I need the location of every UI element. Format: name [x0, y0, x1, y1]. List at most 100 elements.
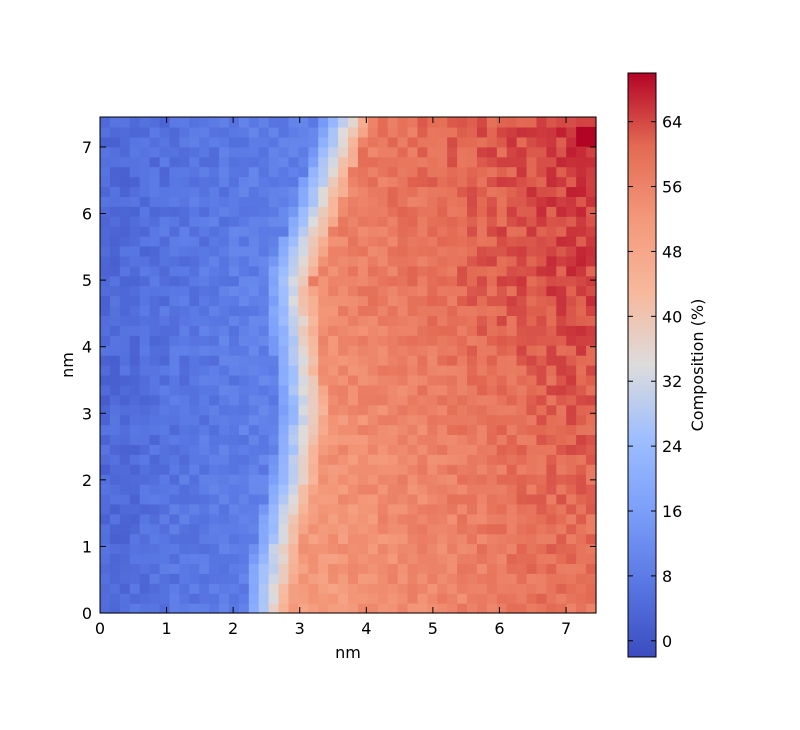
heatmap-cell [238, 275, 250, 287]
heatmap-cell [556, 265, 567, 277]
heatmap-cell [129, 523, 141, 535]
heatmap-cell [417, 275, 428, 287]
heatmap-cell [268, 583, 280, 594]
heatmap-cell [119, 365, 131, 376]
heatmap-cell [169, 245, 180, 257]
heatmap-cell [586, 275, 597, 287]
heatmap-cell [129, 365, 141, 376]
heatmap-cell [179, 275, 190, 287]
heatmap-cell [228, 474, 240, 485]
heatmap-cell [367, 176, 379, 188]
heatmap-cell [248, 384, 260, 396]
heatmap-cell [536, 474, 547, 485]
heatmap-cell [437, 117, 448, 128]
heatmap-cell [189, 474, 200, 485]
heatmap-cell [516, 424, 528, 436]
heatmap-cell [367, 305, 379, 316]
heatmap-cell [437, 424, 448, 436]
heatmap-cell [328, 365, 339, 376]
heatmap-cell [328, 424, 339, 436]
heatmap-cell [367, 603, 379, 614]
heatmap-cell [417, 315, 428, 326]
heatmap-cell [387, 285, 399, 297]
heatmap-cell [159, 325, 171, 336]
heatmap-cell [407, 365, 419, 376]
heatmap-cell [397, 454, 409, 465]
heatmap-cell [228, 315, 240, 326]
heatmap-cell [397, 414, 409, 426]
heatmap-cell [427, 513, 438, 525]
heatmap-cell [586, 493, 597, 505]
heatmap-cell [179, 553, 190, 564]
heatmap-cell [328, 573, 339, 584]
heatmap-cell [119, 404, 131, 416]
heatmap-cell [447, 533, 458, 545]
heatmap-cell [506, 484, 518, 495]
heatmap-cell [397, 255, 409, 267]
heatmap-cell [417, 583, 428, 594]
heatmap-cell [288, 146, 299, 158]
heatmap-cell [328, 295, 339, 307]
heatmap-cell [397, 603, 409, 614]
heatmap-cell [199, 186, 210, 197]
heatmap-cell [586, 117, 597, 128]
heatmap-cell [407, 236, 419, 247]
heatmap-cell [447, 285, 458, 297]
heatmap-cell [407, 335, 419, 346]
heatmap-cell [437, 454, 448, 465]
heatmap-cell [209, 355, 220, 366]
heatmap-cell [228, 355, 240, 366]
heatmap-cell [397, 245, 409, 257]
heatmap-cell [506, 434, 518, 445]
heatmap-cell [109, 603, 121, 614]
heatmap-cell [288, 523, 299, 535]
heatmap-cell [357, 206, 369, 217]
heatmap-cell [199, 295, 210, 307]
heatmap-cell [496, 593, 508, 604]
heatmap-cell [348, 156, 359, 168]
heatmap-cell [338, 295, 349, 307]
heatmap-cell [278, 374, 290, 386]
heatmap-cell [407, 355, 419, 366]
heatmap-cell [566, 117, 577, 128]
heatmap-cell [318, 216, 329, 227]
heatmap-cell [318, 196, 329, 207]
heatmap-cell [139, 533, 151, 545]
heatmap-cell [526, 255, 538, 267]
heatmap-cell [447, 583, 458, 594]
colorbar-tick-label: 8 [662, 567, 672, 586]
heatmap-cell [288, 474, 299, 485]
heatmap-cell [238, 146, 250, 158]
heatmap-cell [119, 553, 131, 564]
heatmap-cell [417, 444, 428, 455]
heatmap-cell [288, 583, 299, 594]
heatmap-cell [377, 216, 389, 227]
heatmap-cell [576, 295, 587, 307]
heatmap-cell [506, 236, 518, 247]
heatmap-cell [189, 355, 200, 366]
heatmap-cell [447, 523, 458, 535]
heatmap-cell [278, 444, 290, 455]
heatmap-cell [100, 355, 111, 366]
heatmap-cell [506, 295, 518, 307]
heatmap-cell [109, 176, 121, 188]
heatmap-cell [189, 603, 200, 614]
heatmap-cell [348, 365, 359, 376]
heatmap-cell [357, 335, 369, 346]
heatmap-cell [189, 374, 200, 386]
heatmap-cell [407, 196, 419, 207]
heatmap-cell [417, 305, 428, 316]
x-axis-label: nm [335, 643, 361, 662]
heatmap-cell [387, 503, 399, 515]
heatmap-cell [109, 533, 121, 545]
heatmap-cell [357, 553, 369, 564]
heatmap-cell [536, 603, 547, 614]
heatmap-cell [447, 454, 458, 465]
heatmap-cell [476, 206, 488, 217]
heatmap-cell [556, 484, 567, 495]
heatmap-cell [308, 583, 319, 594]
heatmap-cell [219, 216, 230, 227]
heatmap-cell [476, 196, 488, 207]
heatmap-cell [308, 434, 319, 445]
heatmap-cell [209, 166, 220, 178]
